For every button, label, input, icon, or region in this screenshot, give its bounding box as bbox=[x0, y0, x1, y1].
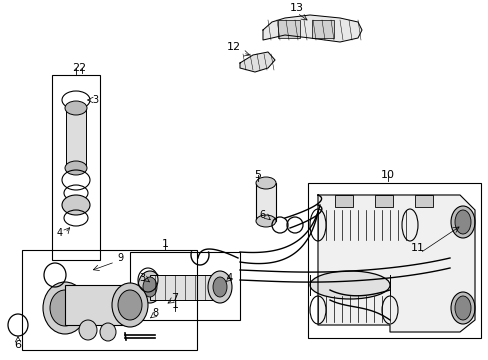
Text: 1: 1 bbox=[161, 239, 168, 249]
Ellipse shape bbox=[207, 271, 231, 303]
Text: 3: 3 bbox=[92, 95, 98, 105]
Bar bbox=[414, 195, 432, 207]
Ellipse shape bbox=[256, 177, 275, 189]
Text: 2: 2 bbox=[72, 63, 80, 73]
Ellipse shape bbox=[138, 271, 162, 303]
Ellipse shape bbox=[62, 195, 90, 215]
Bar bbox=[22, 250, 197, 350]
Bar bbox=[311, 20, 333, 38]
Bar bbox=[66, 108, 86, 168]
Text: 3: 3 bbox=[139, 273, 145, 283]
Text: 9: 9 bbox=[117, 253, 123, 263]
Bar bbox=[65, 285, 130, 325]
Text: 4: 4 bbox=[226, 273, 233, 283]
Ellipse shape bbox=[50, 290, 80, 326]
Text: 6: 6 bbox=[15, 340, 21, 350]
Ellipse shape bbox=[450, 292, 474, 324]
Polygon shape bbox=[240, 52, 274, 72]
Bar bbox=[150, 275, 220, 300]
Bar bbox=[374, 195, 392, 207]
Bar bbox=[52, 75, 100, 260]
Ellipse shape bbox=[100, 323, 116, 341]
Ellipse shape bbox=[118, 290, 142, 320]
Ellipse shape bbox=[450, 206, 474, 238]
Bar bbox=[334, 195, 352, 207]
Text: 8: 8 bbox=[152, 308, 158, 318]
Ellipse shape bbox=[112, 283, 148, 327]
Ellipse shape bbox=[65, 161, 87, 175]
Text: 12: 12 bbox=[226, 42, 241, 52]
Ellipse shape bbox=[256, 215, 275, 227]
Bar bbox=[278, 20, 299, 38]
Text: 10: 10 bbox=[380, 170, 394, 180]
Text: 2: 2 bbox=[78, 63, 85, 73]
Text: 1: 1 bbox=[171, 300, 178, 310]
Bar bbox=[256, 183, 275, 221]
Ellipse shape bbox=[65, 101, 87, 115]
Ellipse shape bbox=[454, 296, 470, 320]
Text: 5: 5 bbox=[254, 170, 261, 180]
Polygon shape bbox=[263, 15, 361, 42]
Text: 13: 13 bbox=[289, 3, 304, 13]
Text: 4: 4 bbox=[57, 228, 63, 238]
Text: 11: 11 bbox=[410, 243, 424, 253]
Bar bbox=[307, 183, 480, 338]
Bar bbox=[130, 252, 240, 320]
Ellipse shape bbox=[309, 271, 389, 299]
Ellipse shape bbox=[79, 320, 97, 340]
Ellipse shape bbox=[213, 277, 226, 297]
Text: 6: 6 bbox=[259, 210, 264, 220]
Text: 7: 7 bbox=[171, 293, 178, 303]
Ellipse shape bbox=[142, 277, 157, 297]
Polygon shape bbox=[317, 195, 474, 332]
Ellipse shape bbox=[43, 282, 87, 334]
Ellipse shape bbox=[454, 210, 470, 234]
